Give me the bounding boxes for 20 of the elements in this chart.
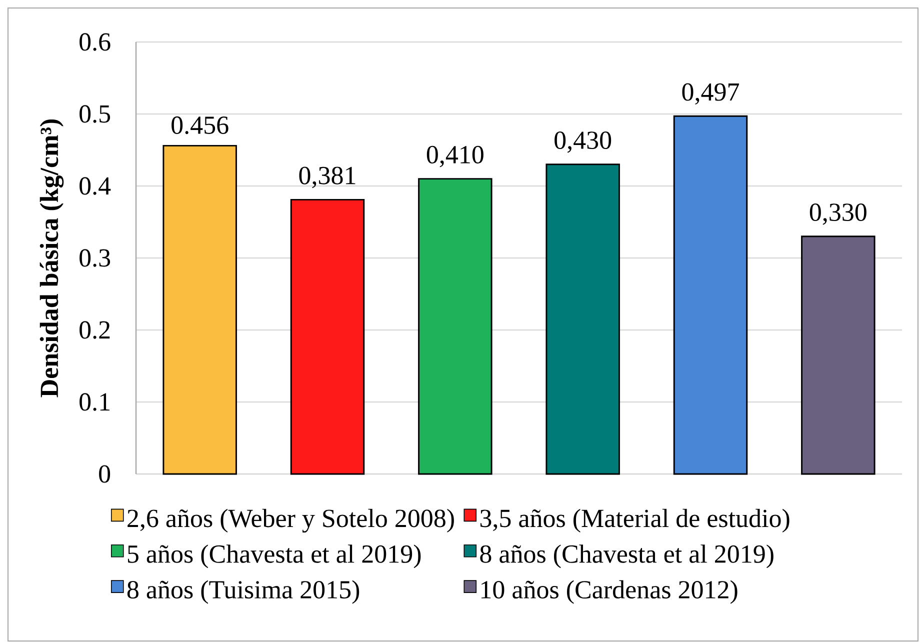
y-tick-label: 0.3 [80, 249, 110, 267]
y-tick-label: 0.2 [80, 321, 110, 339]
y-tick-label: 0.4 [80, 177, 111, 195]
data-label: 0,497 [682, 83, 740, 105]
data-label: 0,410 [426, 146, 484, 168]
y-tick-label: 0.5 [80, 105, 110, 123]
y-tick-label: 0.6 [80, 33, 110, 51]
data-label: 0,330 [810, 204, 866, 225]
data-label: 0,381 [299, 166, 356, 188]
y-tick-label: 0.1 [80, 393, 110, 411]
legend-label: 5 años (Chavesta et al 2019) [128, 544, 421, 568]
legend-label: 3,5 años (Material de estudio) [480, 508, 790, 532]
legend-label: 2,6 años (Weber y Sotelo 2008) [128, 508, 454, 533]
y-axis-title: Densidad básica (kg/cm³) [40, 119, 64, 398]
legend-label: 10 años (Cardenas 2012) [481, 580, 738, 604]
data-label: 0.456 [172, 116, 228, 134]
data-label: 0,430 [554, 132, 612, 153]
y-tick-label: 0 [99, 465, 110, 483]
legend-label: 8 años (Tuisima 2015) [127, 580, 360, 604]
legend-label: 8 años (Chavesta et al 2019) [480, 544, 774, 568]
